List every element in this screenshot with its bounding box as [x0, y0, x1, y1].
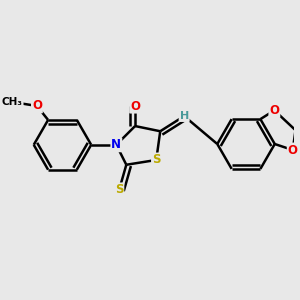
Text: CH₃: CH₃: [2, 97, 23, 107]
Text: H: H: [179, 111, 189, 121]
Text: O: O: [288, 143, 298, 157]
Text: N: N: [111, 138, 121, 151]
Text: O: O: [269, 104, 279, 117]
Text: O: O: [32, 100, 42, 112]
Text: S: S: [115, 183, 123, 196]
Text: S: S: [152, 154, 160, 166]
Text: O: O: [130, 100, 140, 112]
